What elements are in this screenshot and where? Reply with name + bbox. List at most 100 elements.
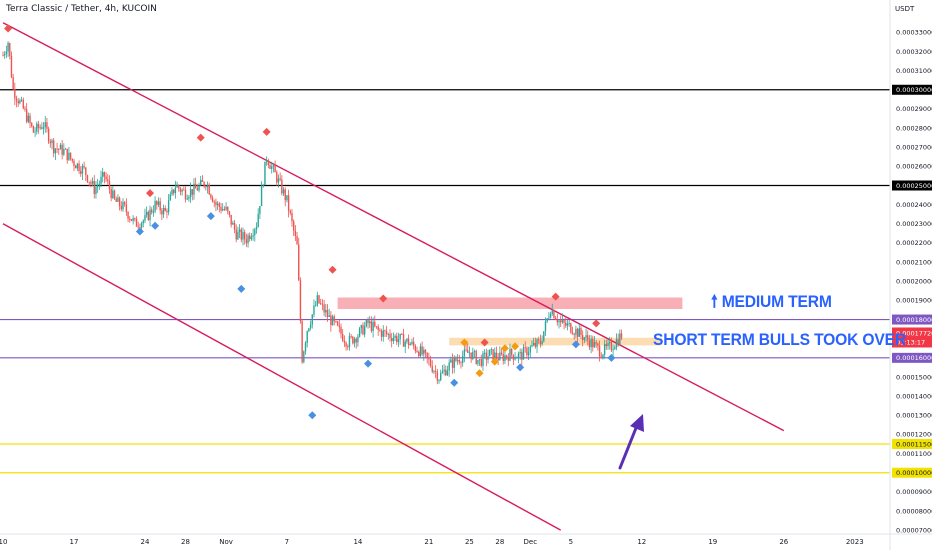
- candle-body: [17, 100, 19, 104]
- candle-293: [497, 353, 499, 366]
- candle-327: [554, 315, 557, 320]
- level-badge-bg: [892, 352, 932, 363]
- candle-body: [31, 122, 33, 127]
- candle-body: [477, 359, 479, 364]
- price-tick-2: 0.00031000: [896, 67, 932, 75]
- candle-body: [306, 331, 308, 343]
- candle-222: [377, 324, 379, 336]
- marker-high-2: [196, 133, 205, 142]
- candle-body: [581, 335, 584, 340]
- candle-body: [27, 115, 30, 122]
- candle-71: [122, 198, 124, 212]
- candle-29: [51, 138, 53, 150]
- candle-101: [172, 189, 175, 196]
- candle-body: [614, 347, 616, 350]
- candle-body: [144, 215, 146, 221]
- candle-23: [41, 122, 43, 130]
- candle-25: [44, 116, 46, 133]
- candle-332: [563, 318, 565, 330]
- candle-body: [532, 342, 535, 346]
- candle-26: [46, 117, 48, 133]
- candle-body: [200, 179, 202, 186]
- candle-body: [159, 201, 161, 211]
- candle-200: [340, 323, 342, 339]
- candle-body: [389, 334, 391, 339]
- candle-206: [350, 333, 352, 339]
- candle-125: [213, 199, 215, 208]
- candle-296: [502, 350, 504, 365]
- candle-264: [448, 359, 450, 377]
- candle-body: [397, 339, 400, 343]
- candle-body: [243, 232, 246, 240]
- candle-body: [15, 98, 18, 101]
- candle-75: [129, 216, 131, 223]
- candle-body: [433, 371, 435, 372]
- marker-high-4: [328, 265, 337, 274]
- candle-body: [132, 218, 134, 221]
- candle-body: [321, 303, 324, 305]
- candle-body: [434, 371, 437, 372]
- candle-100: [171, 187, 173, 197]
- candle-body: [485, 352, 488, 360]
- candle-body: [277, 178, 280, 183]
- price-axis[interactable]: 0.00033000 0.00032000 0.00031000 0.00029000…: [896, 29, 932, 535]
- candle-body: [480, 359, 482, 367]
- candle-162: [276, 170, 278, 186]
- candle-body: [419, 346, 422, 357]
- candle-body: [83, 165, 85, 168]
- candle-body: [615, 339, 618, 348]
- candle-body: [566, 323, 569, 326]
- candle-body: [220, 207, 222, 211]
- candle-body: [531, 345, 533, 347]
- chart-title: Terra Classic / Tether, 4h, KUCOIN: [6, 4, 157, 14]
- candle-122: [208, 182, 210, 195]
- candle-49: [85, 166, 87, 182]
- marker-high-alt-9: [460, 338, 469, 347]
- level-badge-bg: [892, 180, 932, 191]
- marker-low-17: [364, 359, 373, 368]
- candle-body: [282, 189, 285, 194]
- price-tick-20: 0.00008000: [896, 507, 932, 515]
- candle-320: [543, 331, 545, 343]
- candle-73: [125, 198, 128, 216]
- candle-body: [445, 369, 447, 376]
- candle-53: [91, 177, 94, 187]
- candle-body: [426, 352, 428, 358]
- candle-159: [271, 161, 273, 174]
- candle-body: [478, 359, 481, 361]
- candle-body: [377, 326, 379, 331]
- candle-body: [421, 346, 423, 355]
- candle-257: [436, 368, 439, 385]
- candle-body: [429, 359, 432, 367]
- candle-32: [56, 142, 58, 153]
- candle-body: [85, 167, 87, 176]
- candle-309: [524, 341, 526, 353]
- candle-body: [358, 328, 361, 337]
- candle-body: [265, 160, 268, 162]
- candle-141: [240, 227, 242, 243]
- candle-324: [549, 311, 552, 319]
- candle-body: [191, 189, 193, 195]
- candle-15: [27, 112, 30, 124]
- candle-128: [218, 201, 221, 213]
- candle-body: [331, 316, 334, 326]
- candle-357: [605, 339, 608, 350]
- marker-low-16: [308, 411, 317, 420]
- candle-body: [54, 148, 57, 154]
- candle-322: [546, 317, 548, 324]
- candle-body: [216, 203, 219, 206]
- candle-8: [15, 95, 18, 108]
- candle-135: [230, 214, 232, 228]
- time-tick-4: Nov: [219, 538, 233, 546]
- candle-99: [169, 191, 172, 201]
- time-axis[interactable]: 10 17 24 28 Nov 7 14 21 25 28 Dec 5 12 19 26 2023: [0, 538, 864, 546]
- candle-body: [134, 218, 136, 220]
- candle-body: [396, 335, 398, 343]
- candle-213: [362, 322, 364, 336]
- candle-body: [120, 206, 122, 210]
- candle-body: [338, 325, 341, 328]
- candle-55: [95, 181, 97, 199]
- candle-body: [222, 208, 224, 211]
- candle-body: [34, 131, 36, 133]
